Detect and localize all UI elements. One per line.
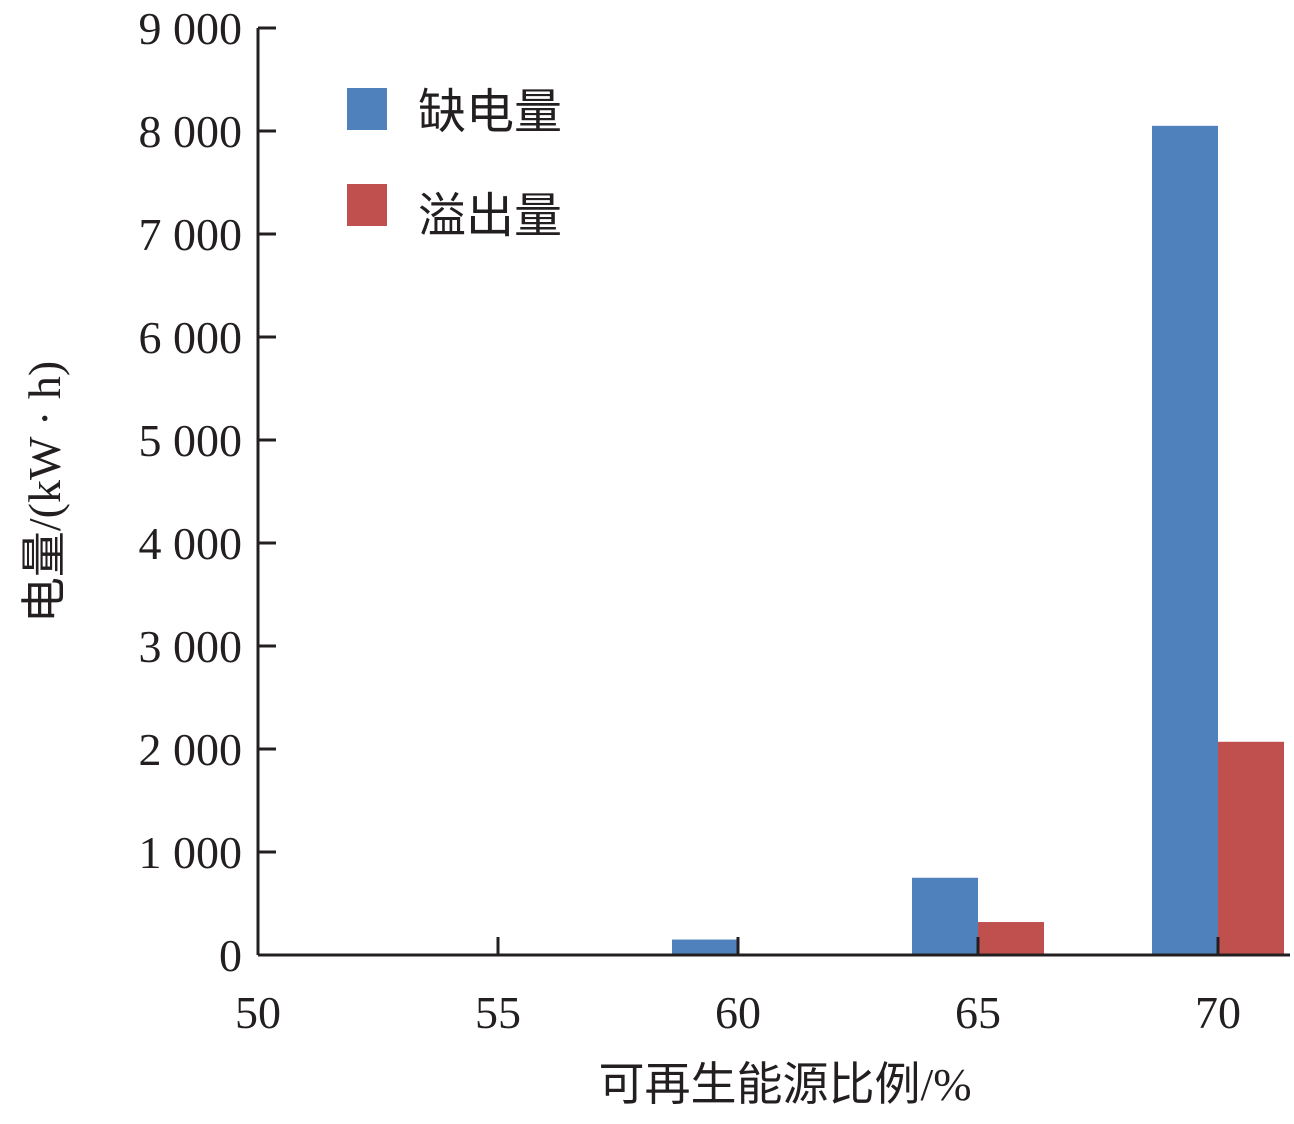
x-tick-label: 55 bbox=[475, 987, 521, 1038]
x-tick-label: 70 bbox=[1195, 987, 1241, 1038]
x-axis-title: 可再生能源比例/% bbox=[598, 1059, 971, 1110]
x-tick-label: 50 bbox=[235, 987, 281, 1038]
x-tick-label: 60 bbox=[715, 987, 761, 1038]
legend-swatch-overflow bbox=[347, 184, 387, 226]
y-tick-label: 7 000 bbox=[139, 209, 243, 260]
legend: 缺电量 溢出量 bbox=[347, 86, 562, 243]
ticks-group: 0 1 000 2 000 3 000 4 000 5 000 6 000 7 000 8 00… bbox=[139, 3, 1242, 1038]
y-tick-label: 0 bbox=[219, 930, 242, 981]
y-tick-label: 5 000 bbox=[139, 415, 243, 466]
legend-swatch-shortage bbox=[347, 88, 387, 130]
bar-overflow-65 bbox=[978, 922, 1044, 955]
bar-overflow-70 bbox=[1218, 741, 1284, 955]
y-tick-label: 9 000 bbox=[139, 3, 243, 54]
y-tick-label: 1 000 bbox=[139, 827, 243, 878]
y-tick-label: 8 000 bbox=[139, 106, 243, 157]
y-tick-label: 2 000 bbox=[139, 724, 243, 775]
legend-label-shortage: 缺电量 bbox=[418, 86, 562, 139]
x-tick-label: 65 bbox=[955, 987, 1001, 1038]
axes-group bbox=[256, 28, 1290, 957]
y-tick-label: 6 000 bbox=[139, 312, 243, 363]
y-tick-label: 3 000 bbox=[139, 621, 243, 672]
bar-shortage-70 bbox=[1152, 125, 1218, 956]
y-tick-label: 4 000 bbox=[139, 518, 243, 569]
bars-group bbox=[672, 125, 1284, 956]
legend-label-overflow: 溢出量 bbox=[418, 190, 562, 243]
bar-shortage-60 bbox=[672, 939, 738, 955]
y-axis-title: 电量/(kW · h) bbox=[19, 361, 70, 623]
bar-shortage-65 bbox=[912, 877, 978, 955]
